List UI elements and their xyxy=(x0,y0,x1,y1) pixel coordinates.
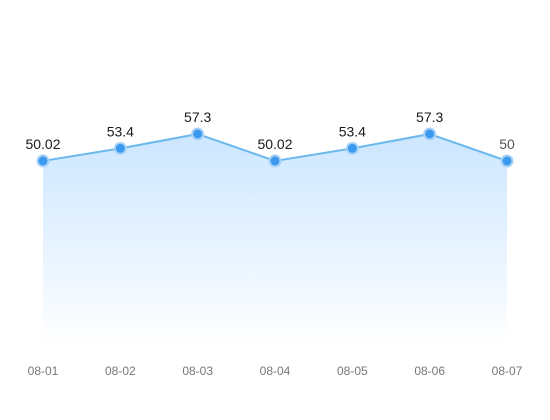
area-layer xyxy=(43,133,507,346)
data-label: 50.02 xyxy=(25,136,60,152)
data-point[interactable] xyxy=(500,154,514,168)
data-point[interactable] xyxy=(113,141,127,155)
data-label: 57.3 xyxy=(416,109,443,125)
data-point[interactable] xyxy=(345,141,359,155)
data-label: 53.4 xyxy=(107,123,134,139)
data-point-marker xyxy=(270,156,280,166)
data-label: 53.4 xyxy=(339,123,366,139)
data-point[interactable] xyxy=(36,154,50,168)
data-point-marker xyxy=(193,129,203,139)
data-point[interactable] xyxy=(191,127,205,141)
data-point-marker xyxy=(347,143,357,153)
x-tick-label: 08-02 xyxy=(105,364,136,378)
data-label: 50 xyxy=(499,136,515,152)
x-tick-label: 08-01 xyxy=(28,364,59,378)
data-point-marker xyxy=(425,129,435,139)
x-tick-label: 08-06 xyxy=(414,364,445,378)
x-tick-label: 08-05 xyxy=(337,364,368,378)
data-label: 50.02 xyxy=(257,136,292,152)
x-tick-label: 08-03 xyxy=(182,364,213,378)
series-area xyxy=(43,133,507,346)
data-label: 57.3 xyxy=(184,109,211,125)
x-tick-label: 08-04 xyxy=(260,364,291,378)
point-layer xyxy=(36,127,514,168)
data-point-marker xyxy=(115,143,125,153)
data-point[interactable] xyxy=(423,127,437,141)
data-label-layer: 50.02 53.4 57.3 50.02 53.4 57.3 50 xyxy=(25,109,515,152)
data-point[interactable] xyxy=(268,154,282,168)
data-point-marker xyxy=(38,156,48,166)
x-axis-ticks: 08-01 08-02 08-03 08-04 08-05 08-06 08-07 xyxy=(28,364,523,378)
data-point-marker xyxy=(502,156,512,166)
x-tick-label: 08-07 xyxy=(492,364,523,378)
